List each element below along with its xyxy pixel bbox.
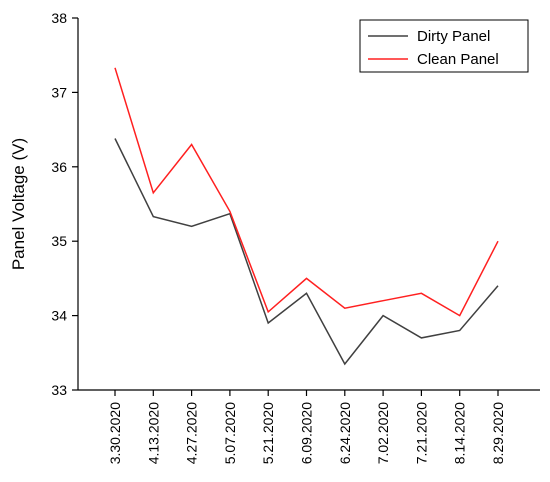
y-tick-label: 33 bbox=[51, 382, 67, 398]
x-tick-label: 5.07.2020 bbox=[222, 402, 238, 464]
y-axis-ticks: 33 34 35 36 37 38 bbox=[51, 10, 78, 398]
x-tick-label: 8.14.2020 bbox=[452, 402, 468, 464]
y-axis-title: Panel Voltage (V) bbox=[9, 138, 28, 270]
y-tick-label: 36 bbox=[51, 159, 67, 175]
x-tick-label: 5.21.2020 bbox=[260, 402, 276, 464]
x-tick-label: 6.24.2020 bbox=[337, 402, 353, 464]
y-tick-label: 35 bbox=[51, 233, 67, 249]
legend-label-dirty-panel: Dirty Panel bbox=[417, 28, 490, 45]
x-axis-ticks: 3.30.2020 4.13.2020 4.27.2020 5.07.2020 5.21… bbox=[107, 390, 506, 464]
x-tick-label: 7.21.2020 bbox=[413, 402, 429, 464]
x-tick-label: 4.27.2020 bbox=[184, 402, 200, 464]
legend-box bbox=[359, 19, 529, 73]
x-tick-label: 7.02.2020 bbox=[375, 402, 391, 464]
x-tick-label: 6.09.2020 bbox=[299, 402, 315, 464]
y-tick-label: 34 bbox=[51, 308, 67, 324]
plot-frame bbox=[77, 18, 540, 391]
x-tick-label: 3.30.2020 bbox=[107, 402, 123, 464]
x-tick-label: 8.29.2020 bbox=[490, 402, 506, 464]
series-lines bbox=[114, 67, 499, 366]
y-tick-label: 38 bbox=[51, 10, 67, 26]
legend: Dirty Panel Clean Panel bbox=[359, 19, 529, 73]
series-line-clean-panel bbox=[114, 67, 499, 317]
legend-label-clean-panel: Clean Panel bbox=[417, 51, 499, 68]
y-tick-label: 37 bbox=[51, 84, 67, 100]
x-tick-label: 4.13.2020 bbox=[145, 402, 161, 464]
series-line-dirty-panel bbox=[114, 138, 499, 366]
